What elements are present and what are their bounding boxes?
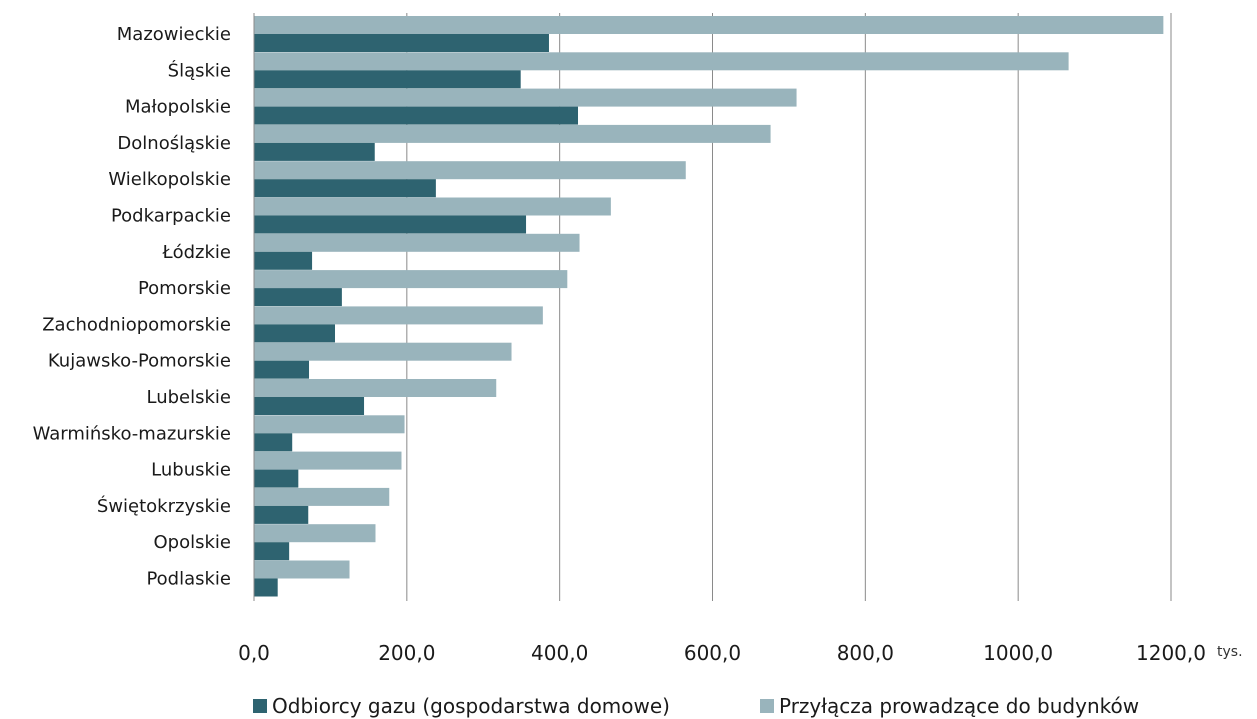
category-label: Warmińsko-mazurskie	[33, 423, 231, 444]
bar	[254, 124, 771, 143]
category-label: Podlaskie	[146, 569, 231, 590]
x-unit-label: tys.	[1217, 644, 1243, 660]
bar	[254, 415, 405, 434]
category-labels: Mazowieckie Śląskie Małopolskie Dolnośląski…	[33, 24, 231, 590]
bar	[254, 197, 611, 216]
bars	[254, 16, 1164, 597]
category-label: Lubelskie	[147, 387, 232, 408]
category-label: Łódzkie	[161, 242, 231, 263]
bar	[254, 451, 402, 470]
bar	[254, 215, 527, 234]
bar	[254, 34, 549, 52]
bar	[254, 360, 310, 379]
legend-label: Przyłącza prowadzące do budynków	[779, 694, 1139, 718]
bar	[254, 179, 436, 198]
legend-label: Odbiorcy gazu (gospodarstwa domowe)	[272, 694, 670, 718]
legend: Odbiorcy gazu (gospodarstwa domowe) Przył…	[253, 694, 1139, 718]
category-label: Podkarpackie	[111, 206, 231, 227]
x-tick-label: 1000,0	[983, 641, 1053, 665]
bar	[254, 542, 290, 561]
category-label: Lubuskie	[151, 460, 231, 481]
bar	[254, 161, 686, 180]
bar	[254, 324, 336, 343]
bar	[254, 306, 543, 325]
bar	[254, 342, 512, 361]
legend-swatch	[253, 699, 267, 713]
category-label: Świętokrzyskie	[97, 495, 231, 517]
bar	[254, 524, 376, 543]
bar	[254, 16, 1164, 34]
bar	[254, 578, 278, 597]
bar	[254, 52, 1069, 71]
bar	[254, 433, 293, 452]
bar	[254, 397, 365, 415]
bar	[254, 70, 521, 89]
category-label: Pomorskie	[138, 278, 231, 299]
x-tick-label: 400,0	[531, 641, 588, 665]
bar	[254, 469, 299, 488]
bar	[254, 505, 309, 524]
x-tick-label: 1200,0	[1136, 641, 1206, 665]
bar	[254, 270, 568, 289]
legend-swatch	[760, 699, 774, 713]
x-tick-labels: 0,0 200,0 400,0 600,0 800,0 1000,0 1200,0	[238, 641, 1206, 665]
bar	[254, 251, 313, 270]
bar	[254, 288, 342, 307]
x-tick-label: 200,0	[378, 641, 435, 665]
bar	[254, 233, 580, 252]
bar	[254, 379, 497, 397]
x-tick-label: 600,0	[684, 641, 741, 665]
category-label: Opolskie	[154, 532, 231, 553]
category-label: Dolnośląskie	[117, 133, 231, 154]
bar	[254, 106, 579, 125]
bar	[254, 560, 350, 579]
x-tick-label: 800,0	[837, 641, 894, 665]
category-label: Małopolskie	[125, 97, 231, 118]
bar	[254, 142, 375, 161]
category-label: Śląskie	[168, 59, 231, 81]
bar	[254, 88, 797, 107]
category-label: Wielkopolskie	[108, 169, 231, 190]
category-label: Zachodniopomorskie	[42, 314, 231, 335]
category-label: Kujawsko-Pomorskie	[48, 351, 231, 372]
category-label: Mazowieckie	[117, 24, 231, 45]
bar	[254, 487, 390, 506]
x-tick-label: 0,0	[238, 641, 270, 665]
